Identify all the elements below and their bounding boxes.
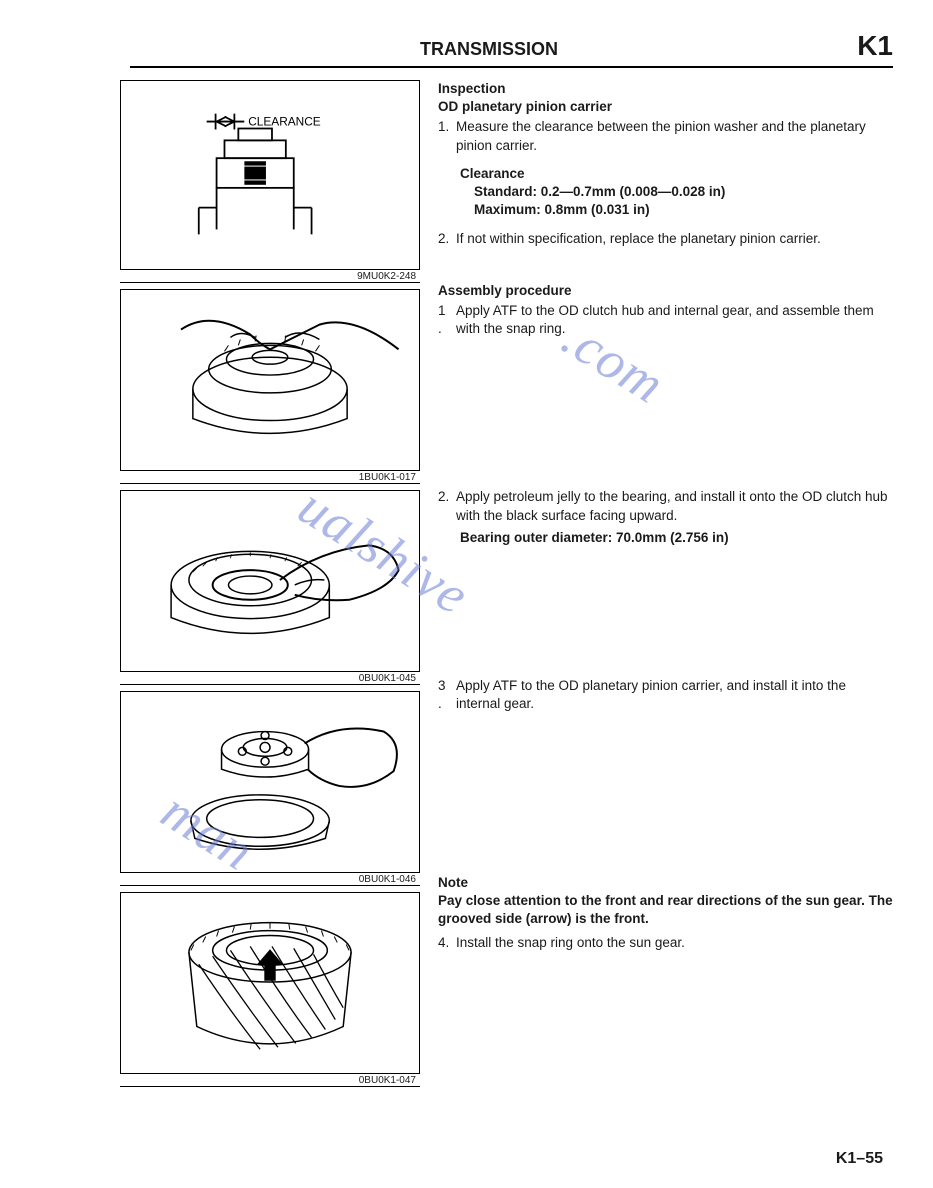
page-content: CLEARANCE 9MU0K2-248 <box>90 80 893 1093</box>
note-heading: Note <box>438 874 893 892</box>
clearance-maximum: Maximum: 0.8mm (0.031 in) <box>474 201 893 219</box>
figure-2 <box>120 289 420 471</box>
figure-2-code: 1BU0K1-017 <box>120 472 420 484</box>
step-text: Measure the clearance between the pinion… <box>456 118 893 154</box>
step-text: If not within specification, replace the… <box>456 230 821 248</box>
step-number: 3 . <box>438 677 452 713</box>
header-title: TRANSMISSION <box>420 39 558 60</box>
text-column: Inspection OD planetary pinion carrier 1… <box>438 80 893 1093</box>
step-text: Apply petroleum jelly to the bearing, an… <box>456 488 893 524</box>
assembly-step-4: 4. Install the snap ring onto the sun ge… <box>438 934 893 952</box>
clearance-standard: Standard: 0.2—0.7mm (0.008—0.028 in) <box>474 183 893 201</box>
inspection-step-1: 1. Measure the clearance between the pin… <box>438 118 893 154</box>
step-number: 2. <box>438 230 452 248</box>
step-number: 1. <box>438 118 452 154</box>
clearance-spec: Clearance Standard: 0.2—0.7mm (0.008—0.0… <box>460 165 893 220</box>
page-number: K1–55 <box>836 1150 883 1168</box>
figure-1: CLEARANCE <box>120 80 420 270</box>
figure-3-code: 0BU0K1-045 <box>120 673 420 685</box>
heading-inspection: Inspection <box>438 80 893 98</box>
assembly-step-3: 3 . Apply ATF to the OD planetary pinion… <box>438 677 893 713</box>
figure-4 <box>120 691 420 873</box>
step-text: Apply ATF to the OD clutch hub and inter… <box>456 302 893 338</box>
header-section-code: K1 <box>857 30 893 62</box>
page-header: TRANSMISSION K1 <box>130 30 893 68</box>
inspection-step-2: 2. If not within specification, replace … <box>438 230 893 248</box>
heading-od-carrier: OD planetary pinion carrier <box>438 98 893 116</box>
assembly-step-2: 2. Apply petroleum jelly to the bearing,… <box>438 488 893 524</box>
figure-5 <box>120 892 420 1074</box>
bearing-spec: Bearing outer diameter: 70.0mm (2.756 in… <box>460 529 893 547</box>
step-number: 4. <box>438 934 452 952</box>
step-number: 1 . <box>438 302 452 338</box>
step-text: Install the snap ring onto the sun gear. <box>456 934 685 952</box>
figure-5-code: 0BU0K1-047 <box>120 1075 420 1087</box>
figure-1-label: CLEARANCE <box>248 115 321 129</box>
figure-3 <box>120 490 420 672</box>
assembly-step-1: 1 . Apply ATF to the OD clutch hub and i… <box>438 302 893 338</box>
note-body: Pay close attention to the front and rea… <box>438 892 893 928</box>
step-text: Apply ATF to the OD planetary pinion car… <box>456 677 893 713</box>
figure-1-code: 9MU0K2-248 <box>120 271 420 283</box>
heading-assembly: Assembly procedure <box>438 282 893 300</box>
step-number: 2. <box>438 488 452 524</box>
clearance-label: Clearance <box>460 165 893 183</box>
figure-4-code: 0BU0K1-046 <box>120 874 420 886</box>
figure-column: CLEARANCE 9MU0K2-248 <box>120 80 420 1093</box>
